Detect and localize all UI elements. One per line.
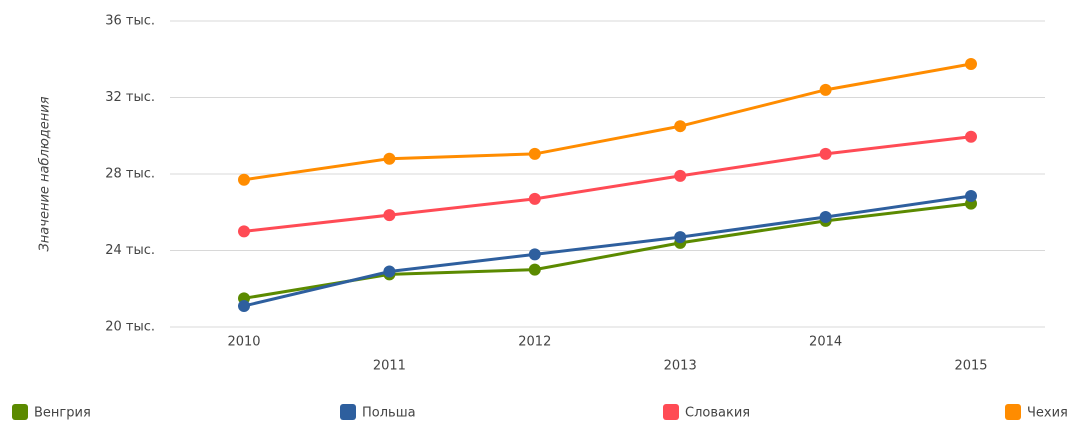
data-point bbox=[528, 147, 541, 160]
y-tick-label: 24 тыс. bbox=[105, 243, 155, 258]
data-point bbox=[383, 265, 396, 278]
data-point bbox=[819, 83, 832, 96]
legend-label: Чехия bbox=[1027, 406, 1068, 421]
data-point bbox=[819, 147, 832, 160]
x-tick-label: 2014 bbox=[809, 335, 842, 350]
series-line bbox=[243, 62, 972, 182]
data-point bbox=[238, 299, 250, 312]
legend-swatch bbox=[663, 404, 679, 420]
data-point bbox=[528, 192, 541, 205]
x-tick-label: 2013 bbox=[664, 359, 697, 374]
data-point bbox=[238, 225, 250, 238]
x-tick-label: 2010 bbox=[227, 335, 260, 350]
x-tick-label: 2015 bbox=[954, 359, 987, 374]
data-point bbox=[674, 120, 687, 133]
legend-label: Польша bbox=[362, 406, 416, 421]
data-point bbox=[383, 209, 396, 222]
x-tick-label: 2011 bbox=[373, 359, 406, 374]
data-point bbox=[528, 248, 541, 261]
data-point bbox=[674, 169, 687, 182]
data-point bbox=[819, 211, 832, 224]
y-tick-label: 32 тыс. bbox=[105, 90, 155, 105]
legend-swatch bbox=[12, 404, 28, 420]
legend-label: Словакия bbox=[685, 406, 750, 421]
legend-swatch bbox=[1005, 404, 1021, 420]
y-tick-label: 28 тыс. bbox=[105, 167, 155, 182]
series-line bbox=[243, 194, 972, 308]
y-axis-title: Значение наблюдения bbox=[38, 96, 53, 251]
series-line bbox=[243, 135, 972, 233]
data-point bbox=[528, 263, 541, 276]
x-tick-label: 2012 bbox=[518, 335, 551, 350]
data-point bbox=[674, 231, 687, 244]
data-point bbox=[965, 130, 977, 143]
data-point bbox=[965, 58, 977, 71]
data-point bbox=[383, 152, 396, 165]
y-tick-label: 20 тыс. bbox=[105, 320, 155, 335]
y-tick-label: 36 тыс. bbox=[105, 14, 155, 29]
data-point bbox=[238, 173, 250, 186]
legend-label: Венгрия bbox=[34, 406, 91, 421]
legend-swatch bbox=[340, 404, 356, 420]
data-point bbox=[965, 189, 977, 202]
